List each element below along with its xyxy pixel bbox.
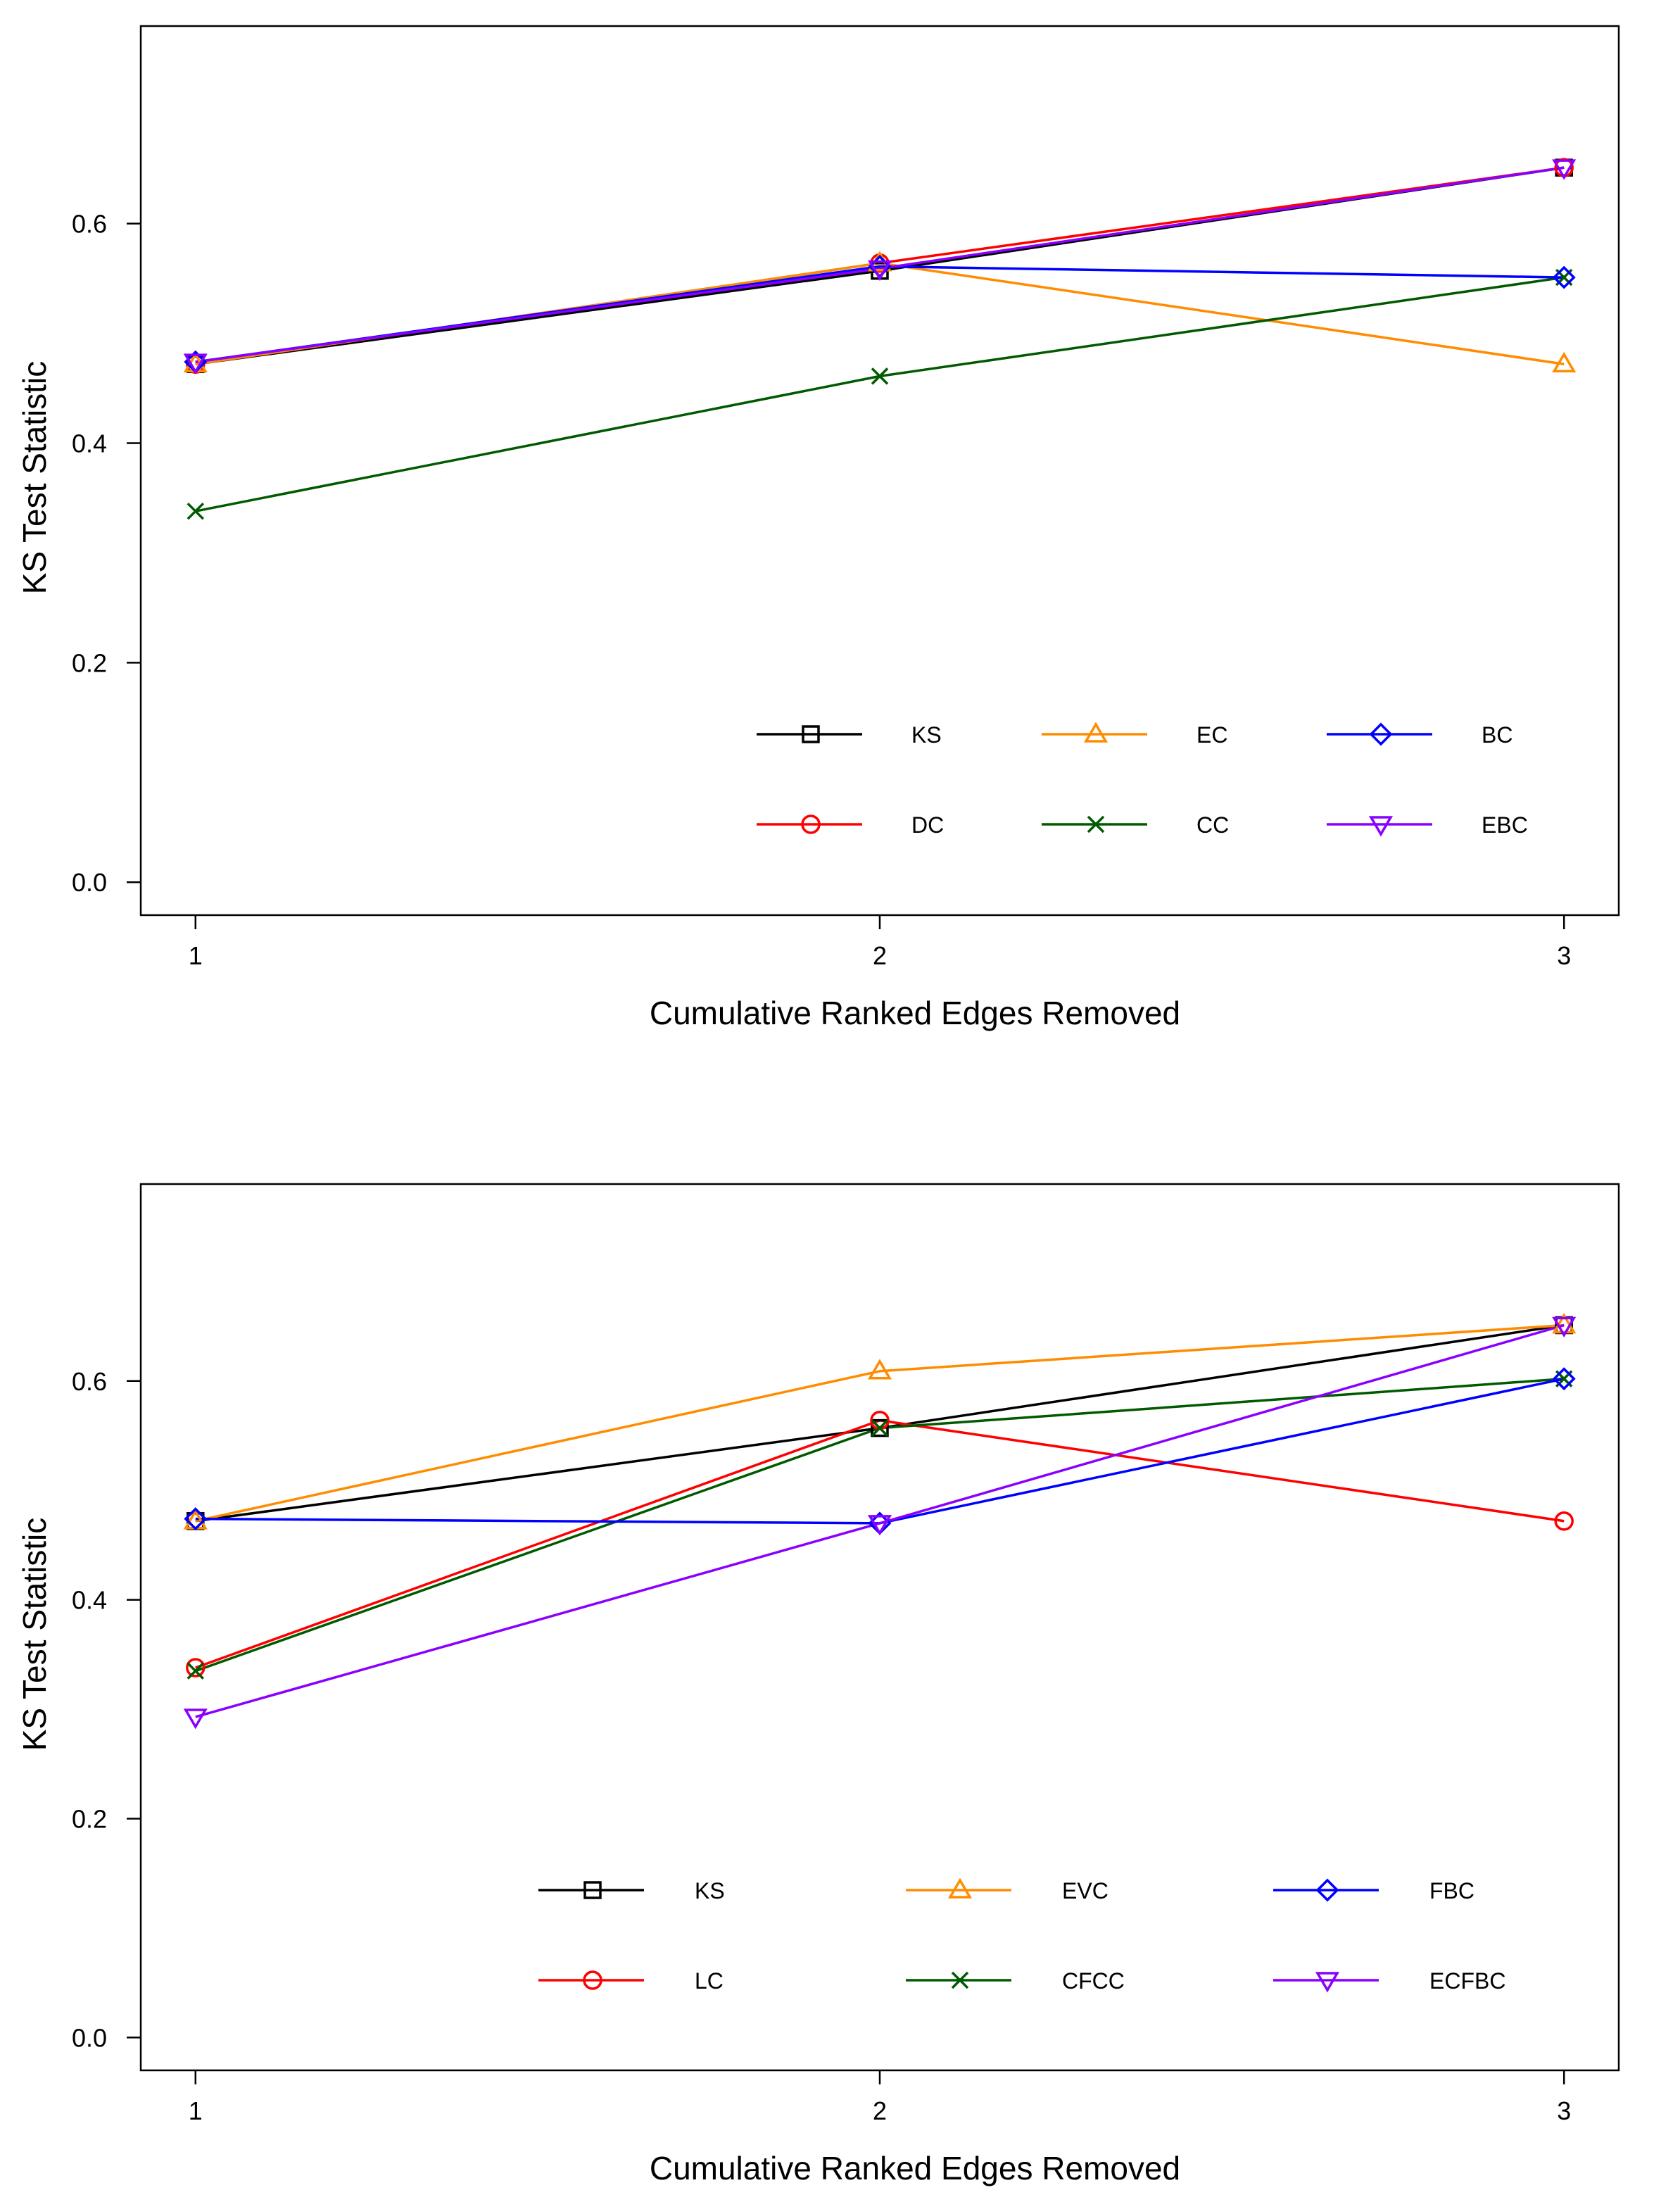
y-tick-label: 0.2 (72, 1805, 107, 1834)
legend-marker-ks (583, 1881, 602, 1899)
y-axis-title: KS Test Statistic (16, 1518, 53, 1751)
legend-marker-ks (802, 725, 820, 743)
data-point-bc (1552, 265, 1576, 289)
legend-marker-fbc (1315, 1878, 1339, 1902)
legend-marker-dc (801, 814, 821, 834)
legend-label-evc: EVC (1062, 1878, 1109, 1903)
legend-label-ks: KS (911, 722, 942, 748)
data-point-ebc (183, 353, 208, 375)
legend-label-bc: BC (1482, 722, 1512, 748)
series-line-cc (195, 276, 1565, 512)
data-point-ec (1552, 351, 1577, 373)
plot-frame (139, 25, 1620, 917)
data-point-ebc (1552, 159, 1577, 180)
data-point-cfcc (187, 1662, 205, 1680)
data-point-ecfbc (183, 1708, 208, 1730)
legend: KS LC EVC CFCC FBC ECFBC (538, 1877, 1505, 1994)
legend-label-ebc: EBC (1482, 812, 1528, 838)
series-line-evc (195, 1323, 1565, 1523)
legend-marker-bc (1369, 722, 1393, 746)
y-axis-title: KS Test Statistic (16, 361, 53, 595)
x-tick-label: 3 (1557, 2096, 1571, 2125)
data-point-evc (1552, 1313, 1577, 1334)
series-line-ebc (195, 166, 1565, 363)
x-axis-title: Cumulative Ranked Edges Removed (650, 995, 1180, 1031)
x-tick-label: 2 (873, 2096, 887, 2125)
y-tick-label: 0.4 (72, 429, 107, 458)
legend-marker-evc (947, 1877, 973, 1899)
legend-label-cc: CC (1196, 812, 1229, 838)
y-tick-label: 0.0 (72, 868, 107, 897)
legend-marker-lc (583, 1970, 602, 1990)
plot-frame (139, 1183, 1620, 2072)
legend-label-ec: EC (1196, 722, 1227, 748)
data-point-lc (186, 1658, 206, 1678)
y-tick-label: 0.4 (72, 1586, 107, 1615)
legend-marker-cfcc (951, 1971, 969, 1989)
y-tick-label: 0.6 (72, 210, 107, 239)
legend: KS DC EC CC BC EBC (757, 722, 1528, 838)
data-point-lc (1554, 1511, 1574, 1531)
legend-marker-ecfbc (1315, 1972, 1340, 1993)
legend-label-cfcc: CFCC (1062, 1968, 1125, 1994)
legend-marker-ebc (1368, 816, 1394, 837)
y-tick-label: 0.2 (72, 648, 107, 677)
legend-label-ks: KS (695, 1878, 725, 1903)
legend-label-dc: DC (911, 812, 944, 838)
x-tick-label: 3 (1557, 941, 1571, 970)
data-point-ecfbc (867, 1515, 892, 1536)
chart-panel-top: 1 2 3 0.0 0.2 0.4 0.6 Cumulative Ranked Edges R… (16, 25, 1620, 1031)
legend-marker-ec (1083, 722, 1109, 743)
series-line-ecfbc (195, 1323, 1565, 1718)
data-point-ebc (867, 260, 892, 282)
data-point-cc (871, 367, 889, 385)
data-point-evc (867, 1359, 892, 1380)
series-line-lc (195, 1418, 1565, 1669)
legend-label-ecfbc: ECFBC (1429, 1968, 1505, 1994)
data-point-ecfbc (1552, 1316, 1577, 1338)
data-point-cfcc (871, 1419, 889, 1437)
data-point-ks (871, 1418, 889, 1437)
x-tick-label: 1 (189, 941, 203, 970)
y-tick-label: 0.0 (72, 2023, 107, 2052)
data-point-fbc (184, 1507, 208, 1531)
legend-marker-cc (1087, 815, 1105, 833)
x-tick-label: 2 (873, 941, 887, 970)
x-tick-label: 1 (189, 2096, 203, 2125)
legend-label-fbc: FBC (1429, 1878, 1474, 1903)
chart-panel-bottom: 1 2 3 0.0 0.2 0.4 0.6 Cumulative Ranked Edges R… (16, 1183, 1620, 2186)
data-point-fbc (1552, 1367, 1576, 1391)
x-axis-title: Cumulative Ranked Edges Removed (650, 2150, 1180, 2186)
data-point-cc (187, 502, 205, 520)
legend-label-lc: LC (695, 1968, 724, 1994)
y-tick-label: 0.6 (72, 1367, 107, 1396)
series-line-fbc (195, 1377, 1565, 1525)
